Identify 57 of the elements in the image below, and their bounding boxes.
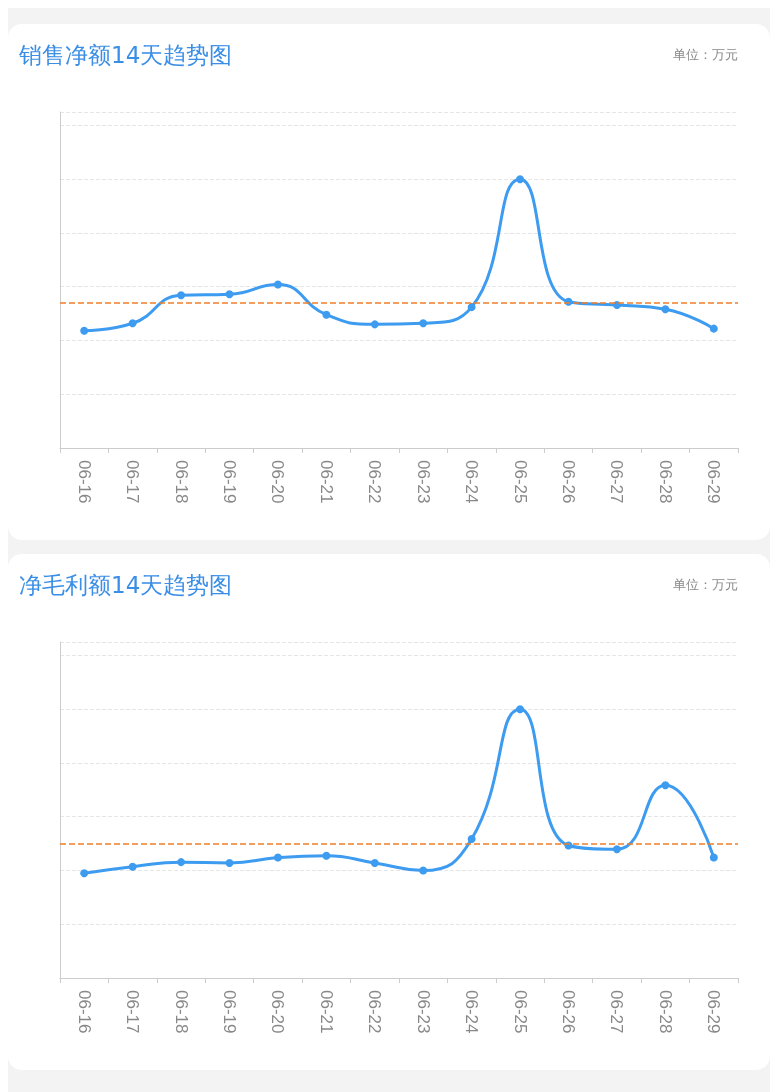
x-tick-label: 06-24 (462, 990, 482, 1034)
x-tick-label: 06-23 (413, 990, 433, 1034)
x-tick-label: 06-27 (607, 460, 627, 504)
x-tick-label: 06-25 (510, 990, 530, 1034)
x-tick-label: 06-16 (74, 990, 94, 1034)
point (419, 319, 428, 328)
x-tick-label: 06-18 (171, 990, 191, 1034)
point (516, 175, 525, 184)
point (612, 845, 621, 854)
x-tick-label: 06-16 (74, 460, 94, 504)
x-tick-label: 06-27 (607, 990, 627, 1034)
x-tick-label: 06-19 (220, 460, 239, 504)
x-tick-label: 06-21 (316, 990, 336, 1034)
x-tick-label: 06-22 (365, 460, 385, 504)
x-tick-label: 06-19 (220, 990, 239, 1034)
x-tick-label: 06-23 (413, 460, 433, 504)
x-tick-label: 06-22 (365, 990, 385, 1034)
chart-title: 销售净额14天趋势图 (18, 41, 233, 68)
point (128, 862, 137, 871)
point (177, 858, 186, 867)
point (370, 858, 379, 867)
point (516, 705, 525, 714)
x-tick-label: 06-29 (704, 460, 724, 504)
point (225, 858, 234, 867)
x-tick-label: 06-26 (559, 460, 578, 504)
point (467, 835, 476, 844)
x-tick-label: 06-26 (559, 990, 578, 1034)
point (709, 324, 718, 333)
x-tick-label: 06-20 (268, 990, 288, 1034)
x-tick-label: 06-29 (704, 990, 724, 1034)
point (80, 326, 89, 335)
point (225, 290, 234, 299)
chart-title: 净毛利额14天趋势图 (19, 571, 233, 598)
point (322, 851, 331, 860)
x-tick-label: 06-21 (316, 460, 336, 504)
x-tick-label: 06-17 (123, 990, 143, 1034)
point (419, 866, 428, 875)
x-tick-label: 06-28 (655, 460, 675, 504)
point (661, 781, 670, 790)
point (273, 853, 282, 862)
text: 单位：万元 (673, 577, 738, 592)
x-tick-label: 06-20 (268, 460, 288, 504)
point (80, 869, 89, 878)
point (370, 320, 379, 329)
x-tick-label: 06-28 (655, 990, 675, 1034)
point (322, 310, 331, 319)
x-tick-label: 06-18 (171, 460, 191, 504)
x-tick-label: 06-25 (510, 460, 530, 504)
point (273, 280, 282, 289)
x-tick-label: 06-24 (462, 460, 482, 504)
point (467, 303, 476, 312)
point (128, 319, 137, 328)
text: 单位：万元 (673, 47, 738, 62)
x-tick-label: 06-17 (123, 460, 143, 504)
point (709, 853, 718, 862)
point (661, 305, 670, 314)
point (177, 291, 186, 300)
